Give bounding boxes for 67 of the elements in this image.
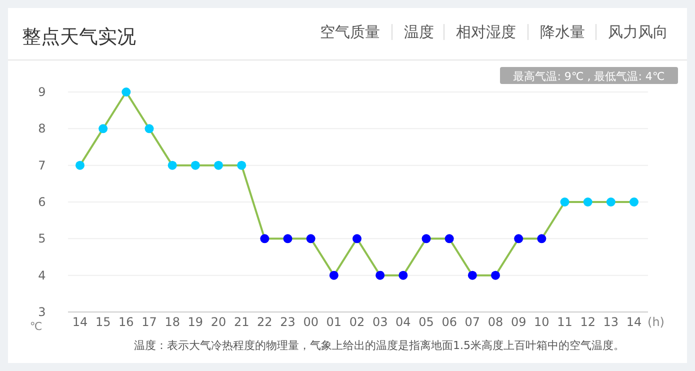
x-tick-label: 13 <box>603 315 619 329</box>
x-tick-label: 22 <box>257 315 272 329</box>
x-tick-label: 21 <box>234 315 250 329</box>
point <box>422 234 431 244</box>
x-tick-label: 03 <box>372 315 388 329</box>
point <box>583 198 592 206</box>
point <box>352 234 362 244</box>
point <box>144 124 154 134</box>
y-tick-label: 8 <box>38 122 46 136</box>
y-tick-label: 4 <box>38 268 46 282</box>
point <box>168 160 177 170</box>
point <box>560 198 570 206</box>
x-tick-label: 18 <box>164 315 180 329</box>
x-tick-label: 04 <box>396 315 411 329</box>
y-tick-label: 5 <box>38 232 46 246</box>
x-tick-label: 14 <box>72 315 88 329</box>
point <box>98 124 108 134</box>
point <box>398 270 408 280</box>
x-tick-label: 11 <box>557 315 572 329</box>
point <box>630 198 638 206</box>
point <box>122 88 131 96</box>
x-tick-label: 15 <box>95 315 111 329</box>
x-tick-label: 00 <box>303 315 318 329</box>
x-tick-label: 08 <box>488 315 504 329</box>
text: 最高气温: 9℃ , 最低气温: 4℃ <box>513 70 665 83</box>
x-tick-label: 19 <box>188 315 204 329</box>
text: 风力风向 <box>608 23 668 41</box>
x-tick-label: 09 <box>510 315 526 329</box>
x-tick-label: 01 <box>326 315 342 329</box>
point <box>76 160 84 170</box>
x-tick-label: 07 <box>464 315 480 329</box>
text: 相对湿度 <box>456 23 516 41</box>
x-tick-label: 02 <box>349 315 365 329</box>
y-axis-title: ℃ <box>30 320 42 333</box>
point <box>329 270 338 280</box>
x-tick-label: 10 <box>534 315 550 329</box>
y-tick-label: 6 <box>38 195 46 209</box>
text: 空气质量 <box>320 23 380 41</box>
x-tick-label: 23 <box>280 315 296 329</box>
text: 降水量 <box>540 23 585 41</box>
x-tick-label: 12 <box>580 315 596 329</box>
x-tick-label: 16 <box>118 315 134 329</box>
point <box>537 234 546 244</box>
x-tick-label: 05 <box>418 315 434 329</box>
point <box>237 160 246 170</box>
point <box>491 270 500 280</box>
y-tick-label: 7 <box>38 158 46 172</box>
point <box>260 234 270 244</box>
point <box>306 234 316 244</box>
point <box>376 270 385 280</box>
point <box>190 160 200 170</box>
point <box>214 160 223 170</box>
x-tick-label: 17 <box>142 315 157 329</box>
y-tick-label: 3 <box>38 305 46 319</box>
y-tick-label: 9 <box>38 85 46 99</box>
x-tick-label: 14 <box>626 315 642 329</box>
point <box>444 234 454 244</box>
text: 温度 <box>404 23 434 41</box>
x-tick-label: 06 <box>442 315 457 329</box>
point <box>283 234 292 244</box>
x-tick-label: 20 <box>210 315 226 329</box>
point <box>606 198 616 206</box>
point <box>468 270 477 280</box>
chart-title: 整点天气实况 <box>22 26 136 48</box>
point <box>514 234 524 244</box>
x-axis-title: (h) <box>648 315 664 329</box>
text: 温度：表示大气冷热程度的物理量，气象上给出的温度是指离地面1.5米高度上百叶箱中的空气温度。 <box>134 339 624 352</box>
